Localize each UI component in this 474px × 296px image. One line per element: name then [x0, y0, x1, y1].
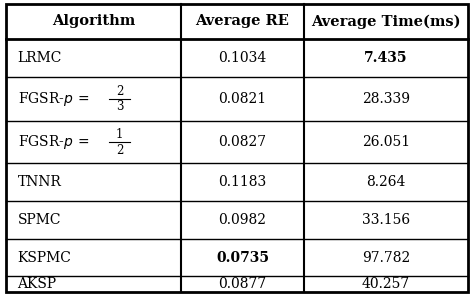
Text: 0.1034: 0.1034: [219, 51, 266, 65]
Text: Average Time(ms): Average Time(ms): [311, 14, 461, 28]
Text: Average RE: Average RE: [195, 14, 290, 28]
Text: FGSR-$p\,=$: FGSR-$p\,=$: [18, 133, 89, 151]
Text: 0.0982: 0.0982: [219, 213, 266, 227]
Text: 28.339: 28.339: [362, 92, 410, 106]
Text: 26.051: 26.051: [362, 135, 410, 149]
Text: 0.0827: 0.0827: [219, 135, 266, 149]
Text: LRMC: LRMC: [18, 51, 62, 65]
Text: 0.1183: 0.1183: [219, 175, 266, 189]
Text: 0.0877: 0.0877: [219, 277, 266, 292]
Text: 8.264: 8.264: [366, 175, 406, 189]
Text: 7.435: 7.435: [365, 51, 408, 65]
Text: TNNR: TNNR: [18, 175, 62, 189]
Text: 0.0821: 0.0821: [219, 92, 266, 106]
Text: 2: 2: [116, 85, 123, 98]
Text: KSPMC: KSPMC: [18, 251, 72, 265]
Text: 33.156: 33.156: [362, 213, 410, 227]
Text: 3: 3: [116, 100, 123, 113]
Text: 40.257: 40.257: [362, 277, 410, 292]
Text: Algorithm: Algorithm: [52, 14, 135, 28]
Text: 97.782: 97.782: [362, 251, 410, 265]
Text: 2: 2: [116, 144, 123, 157]
Text: 0.0735: 0.0735: [216, 251, 269, 265]
Text: AKSP: AKSP: [18, 277, 57, 292]
Text: FGSR-$p\,=$: FGSR-$p\,=$: [18, 90, 89, 108]
Text: SPMC: SPMC: [18, 213, 61, 227]
Text: 1: 1: [116, 128, 123, 141]
